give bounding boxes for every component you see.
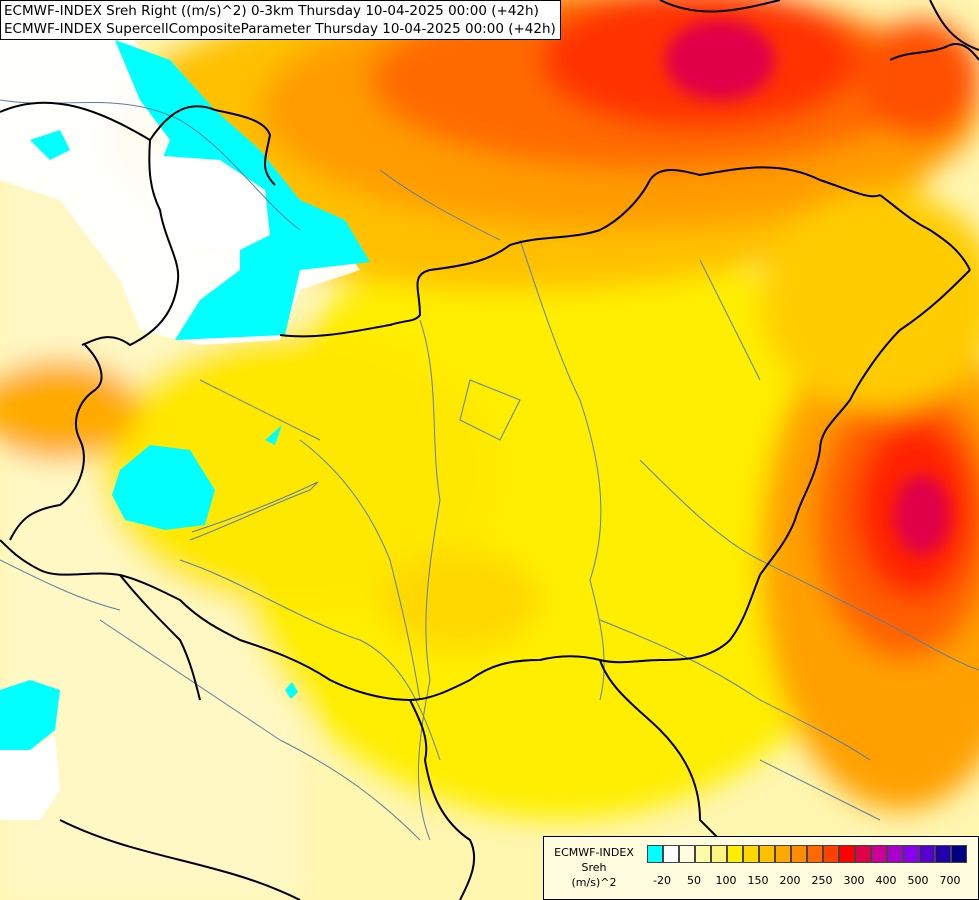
legend-tick-label: 200: [779, 874, 801, 887]
legend-swatch: [743, 845, 759, 863]
legend-title-line: Sreh: [581, 861, 607, 874]
legend-swatch: [807, 845, 823, 863]
sreh-maxima: [665, 20, 950, 555]
legend-swatch: [903, 845, 919, 863]
legend-swatch: [839, 845, 855, 863]
legend-swatch: [759, 845, 775, 863]
legend-swatch: [679, 845, 695, 863]
legend-swatch: [791, 845, 807, 863]
color-legend: ECMWF-INDEX Sreh (m/s)^2 -20 50 100 150 200 2…: [543, 836, 979, 900]
legend-tick-label: 150: [747, 874, 769, 887]
rivers: [0, 99, 979, 841]
map-title-box: ECMWF-INDEX Sreh Right ((m/s)^2) 0-3km T…: [0, 0, 561, 40]
legend-swatch: [663, 845, 679, 863]
legend-tick-label: 300: [843, 874, 865, 887]
legend-tick-label: -20: [653, 874, 671, 887]
legend-swatch: [855, 845, 871, 863]
legend-title-line: ECMWF-INDEX: [554, 846, 634, 859]
legend-swatch: [647, 845, 663, 863]
legend-tick-label: 400: [875, 874, 897, 887]
low-values: [0, 0, 370, 820]
title-line-2: ECMWF-INDEX SupercellCompositeParameter …: [4, 21, 556, 37]
legend-tick-label: 50: [687, 874, 701, 887]
legend-title: ECMWF-INDEX Sreh (m/s)^2: [546, 845, 642, 890]
legend-swatch-row: [647, 845, 967, 863]
title-line-1: ECMWF-INDEX Sreh Right ((m/s)^2) 0-3km T…: [4, 3, 539, 19]
legend-swatch: [711, 845, 727, 863]
legend-swatch: [871, 845, 887, 863]
legend-tick-label: 500: [907, 874, 929, 887]
legend-swatch: [775, 845, 791, 863]
legend-swatch: [727, 845, 743, 863]
legend-tick-label: 100: [715, 874, 737, 887]
legend-swatch: [887, 845, 903, 863]
legend-swatch: [951, 845, 967, 863]
legend-tick-row: -20 50 100 150 200 250 300 400 500 700: [647, 874, 977, 890]
legend-swatch: [695, 845, 711, 863]
legend-tick-label: 250: [811, 874, 833, 887]
legend-title-line: (m/s)^2: [571, 876, 617, 889]
legend-tick-label: 700: [939, 874, 961, 887]
legend-swatch: [823, 845, 839, 863]
legend-swatch: [919, 845, 935, 863]
legend-swatch: [935, 845, 951, 863]
